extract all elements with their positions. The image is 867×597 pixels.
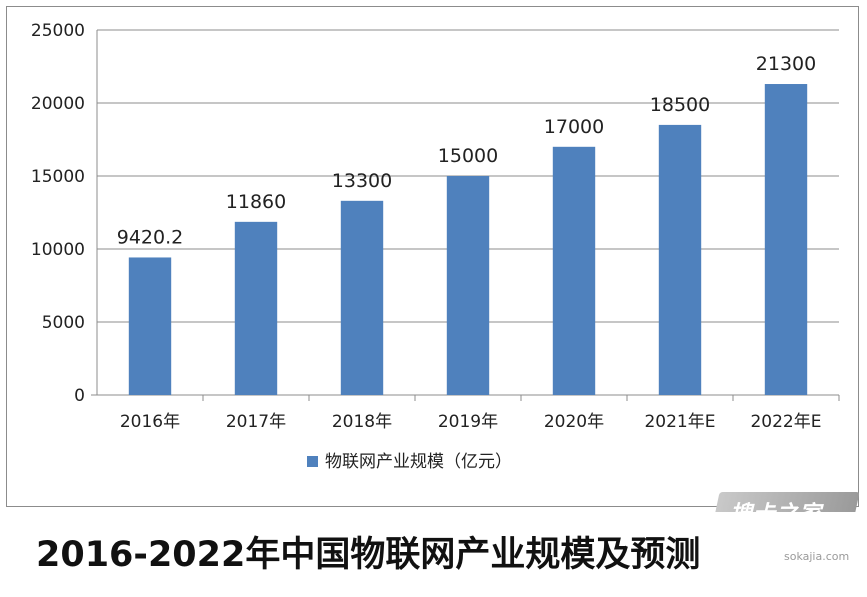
- data-label: 17000: [544, 116, 604, 138]
- legend-label: 物联网产业规模（亿元）: [325, 452, 512, 472]
- bar: [764, 84, 808, 396]
- bar: [552, 146, 596, 395]
- data-label: 11860: [226, 191, 286, 213]
- bar: [446, 176, 490, 395]
- chart-frame: 0 5000 10000 15000 20000 25000 9420.2 2016年 1186…: [6, 6, 859, 507]
- bar: [128, 257, 172, 395]
- data-label: 13300: [332, 170, 392, 192]
- x-tick-label: 2020年: [544, 412, 604, 432]
- data-label: 15000: [438, 145, 498, 167]
- data-label: 18500: [650, 94, 710, 116]
- caption-band: [0, 512, 867, 597]
- bar: [234, 221, 278, 395]
- y-tick-label: 15000: [31, 167, 85, 187]
- x-tick-label: 2018年: [332, 412, 392, 432]
- chart-caption: 2016-2022年中国物联网产业规模及预测: [36, 535, 701, 575]
- watermark-url: sokajia.com: [784, 550, 850, 563]
- bar-chart: 0 5000 10000 15000 20000 25000 9420.2 2016年 1186…: [31, 21, 840, 472]
- x-tick-label: 2016年: [120, 412, 180, 432]
- x-tick-label: 2017年: [226, 412, 286, 432]
- y-tick-label: 0: [74, 386, 85, 406]
- bar: [340, 200, 384, 395]
- bar: [658, 124, 702, 396]
- y-tick-label: 25000: [31, 21, 85, 41]
- x-tick-label: 2022年E: [750, 412, 821, 432]
- y-tick-label: 5000: [42, 313, 85, 333]
- x-tick-label: 2019年: [438, 412, 498, 432]
- x-tick-label: 2021年E: [644, 412, 715, 432]
- y-tick-label: 20000: [31, 94, 85, 114]
- y-tick-label: 10000: [31, 240, 85, 260]
- data-label: 21300: [756, 53, 816, 75]
- legend-swatch: [307, 456, 318, 467]
- data-label: 9420.2: [117, 226, 183, 248]
